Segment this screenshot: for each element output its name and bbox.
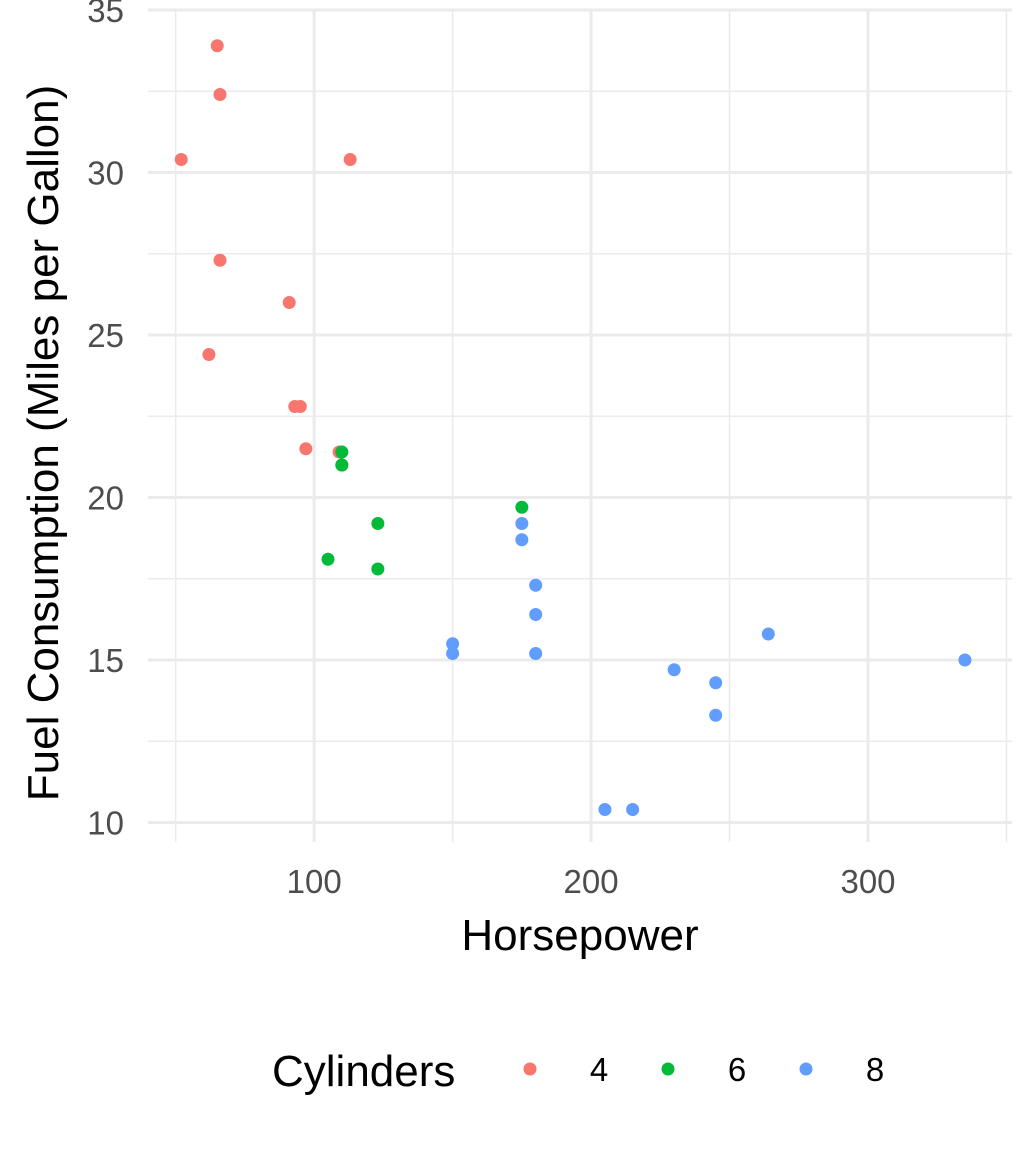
data-point-cyl-6 bbox=[371, 517, 385, 530]
data-point-cyl-8 bbox=[515, 533, 529, 547]
data-point-cyl-4 bbox=[299, 442, 313, 456]
y-tick-label: 15 bbox=[87, 642, 124, 679]
data-point-cyl-4 bbox=[213, 88, 227, 101]
x-tick-label: 200 bbox=[564, 863, 619, 900]
axis-labels: 100 200 300 10 15 20 25 30 35 bbox=[87, 0, 895, 900]
data-point-cyl-6 bbox=[321, 552, 335, 566]
legend-label: 4 bbox=[590, 1051, 608, 1088]
data-points bbox=[174, 39, 972, 816]
data-point-cyl-4 bbox=[210, 39, 224, 53]
y-axis-title: Fuel Consumption (Miles per Gallon) bbox=[19, 85, 68, 802]
legend-item-6: 6 bbox=[661, 1051, 746, 1088]
data-point-cyl-4 bbox=[174, 153, 188, 166]
data-point-cyl-4 bbox=[282, 296, 296, 309]
data-point-cyl-6 bbox=[371, 562, 385, 576]
data-point-cyl-8 bbox=[667, 663, 681, 677]
legend-label: 6 bbox=[728, 1051, 746, 1088]
x-tick-label: 100 bbox=[287, 863, 342, 900]
data-point-cyl-8 bbox=[446, 647, 460, 660]
data-point-cyl-8 bbox=[626, 803, 640, 816]
x-axis-title: Horsepower bbox=[461, 911, 698, 960]
y-tick-label: 10 bbox=[87, 805, 124, 842]
data-point-cyl-4 bbox=[213, 253, 227, 267]
legend-title: Cylinders bbox=[272, 1047, 455, 1096]
legend-label: 8 bbox=[866, 1051, 884, 1088]
data-point-cyl-8 bbox=[529, 608, 543, 621]
y-tick-label: 30 bbox=[87, 155, 124, 192]
x-tick-label: 300 bbox=[840, 863, 895, 900]
data-point-cyl-8 bbox=[761, 627, 775, 641]
data-point-cyl-8 bbox=[709, 676, 723, 690]
legend-key bbox=[661, 1062, 675, 1076]
legend-key bbox=[523, 1062, 537, 1076]
legend-item-8: 8 bbox=[799, 1051, 884, 1088]
data-point-cyl-8 bbox=[446, 637, 460, 651]
data-point-cyl-6 bbox=[335, 445, 349, 459]
y-tick-label: 25 bbox=[87, 317, 124, 354]
data-point-cyl-6 bbox=[515, 500, 529, 514]
data-point-cyl-8 bbox=[598, 803, 612, 816]
legend-key bbox=[799, 1062, 813, 1076]
data-point-cyl-8 bbox=[709, 708, 723, 722]
legend: Cylinders 4 6 8 bbox=[272, 1047, 884, 1096]
data-point-cyl-8 bbox=[958, 653, 972, 667]
legend-items: 4 6 8 bbox=[523, 1051, 884, 1088]
legend-item-4: 4 bbox=[523, 1051, 608, 1088]
grid-lines bbox=[148, 8, 1012, 842]
data-point-cyl-8 bbox=[515, 517, 529, 530]
data-point-cyl-4 bbox=[202, 348, 216, 361]
y-tick-label: 35 bbox=[87, 0, 124, 29]
data-point-cyl-4 bbox=[293, 400, 307, 413]
data-point-cyl-4 bbox=[343, 153, 357, 166]
data-point-cyl-6 bbox=[335, 458, 349, 472]
data-point-cyl-8 bbox=[529, 578, 543, 592]
y-tick-label: 20 bbox=[87, 480, 124, 517]
data-point-cyl-8 bbox=[529, 647, 543, 660]
